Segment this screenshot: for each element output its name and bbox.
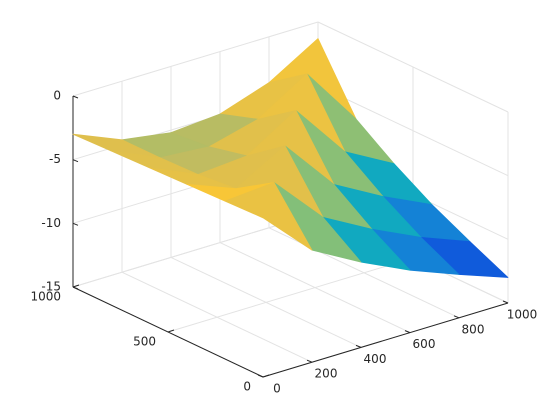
y-tick-label: 500 [133,335,156,349]
surface-patch [224,182,313,251]
x-tick [404,330,411,334]
grid-line [317,21,509,113]
z-tick [72,159,79,163]
x-tick [502,300,509,304]
x-tick-label: 0 [273,382,281,396]
y-tick [262,374,270,378]
x-tick [453,315,460,319]
x-tick-label: 600 [413,337,436,351]
x-tick-label: 800 [462,322,485,336]
x-tick-label: 200 [315,367,338,381]
y-tick [167,329,175,333]
y-tick [72,284,80,288]
x-tick [355,344,362,348]
x-tick-label: 400 [364,352,387,366]
z-tick [72,222,79,226]
x-axis [262,302,509,378]
grid-line [317,85,509,177]
grid-line [167,257,414,333]
z-tick-label: 0 [53,89,61,103]
z-tick [72,95,79,99]
z-tick [72,286,79,290]
x-tick [257,374,264,378]
y-tick-label: 0 [243,380,251,394]
grid-line [72,21,319,97]
z-tick-label: -10 [41,216,61,230]
x-tick [306,359,313,363]
y-tick-label: 1000 [30,290,61,304]
z-tick-label: -5 [49,152,61,166]
z-tick-label: -15 [41,280,61,294]
x-tick-label: 1000 [507,308,538,322]
